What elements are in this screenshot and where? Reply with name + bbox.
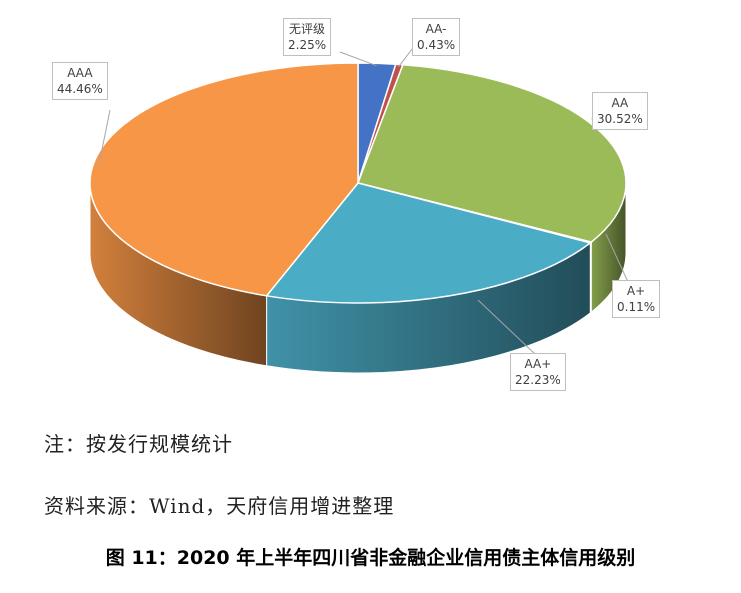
callout-aa: AA 30.52% bbox=[592, 92, 648, 130]
label-aa-value: 30.52% bbox=[597, 112, 643, 126]
label-aa-minus-name: AA- bbox=[425, 22, 447, 36]
label-aa-name: AA bbox=[611, 96, 629, 110]
label-aa-plus-value: 22.23% bbox=[515, 373, 561, 387]
callout-aa-minus: AA- 0.43% bbox=[412, 18, 461, 56]
pie-chart: 无评级 2.25% AA- 0.43% AA 30.52% A+ 0.11% A… bbox=[52, 18, 661, 391]
pie-tops bbox=[89, 62, 627, 304]
callout-unrated: 无评级 2.25% bbox=[283, 18, 332, 56]
pie-sides bbox=[89, 182, 627, 374]
leader-line-aaa bbox=[98, 109, 111, 163]
label-aa-plus-name: AA+ bbox=[524, 357, 552, 371]
chart-note: 注：按发行规模统计 bbox=[44, 432, 233, 456]
label-unrated-name: 无评级 bbox=[289, 22, 326, 36]
pie-chart-svg bbox=[89, 43, 629, 374]
label-a-plus-name: A+ bbox=[626, 284, 646, 298]
label-unrated-value: 2.25% bbox=[288, 38, 327, 52]
chart-source: 资料来源：Wind，天府信用增进整理 bbox=[44, 494, 395, 518]
callout-aaa: AAA 44.46% bbox=[52, 62, 108, 100]
slice-top-aa bbox=[357, 63, 627, 243]
slice-top-aa-plus bbox=[265, 182, 592, 304]
leader-line-aa-plus bbox=[477, 299, 537, 356]
callout-a-plus: A+ 0.11% bbox=[612, 280, 661, 318]
label-aaa-value: 44.46% bbox=[57, 82, 103, 96]
leader-line-a-plus bbox=[605, 233, 629, 283]
label-aaa-name: AAA bbox=[67, 66, 93, 80]
label-aa-minus-value: 0.43% bbox=[417, 38, 456, 52]
label-a-plus-value: 0.11% bbox=[617, 300, 656, 314]
figure-caption: 图 11：2020 年上半年四川省非金融企业信用债主体信用级别 bbox=[105, 547, 636, 569]
leader-line-unrated bbox=[339, 51, 377, 67]
callout-aa-plus: AA+ 22.23% bbox=[510, 353, 566, 391]
slice-top-aaa bbox=[89, 62, 359, 297]
